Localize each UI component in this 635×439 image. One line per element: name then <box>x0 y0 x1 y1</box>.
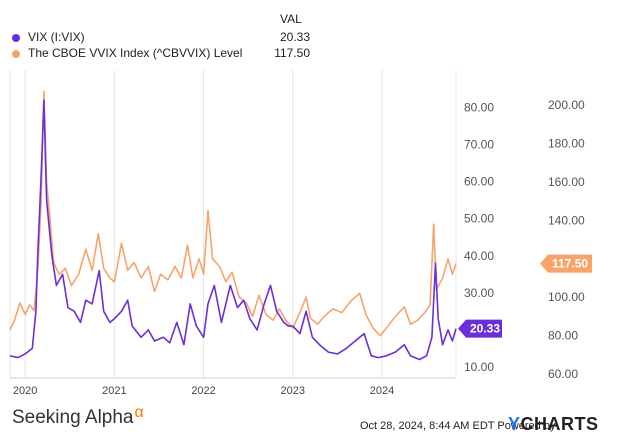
legend: VAL VIX (I:VIX) 20.33 The CBOE VVIX Inde… <box>10 12 310 64</box>
last-value-flag <box>540 254 592 273</box>
ycharts-logo: YCHARTS <box>508 414 599 434</box>
legend-item-vvix[interactable]: The CBOE VVIX Index (^CBVVIX) Level 117.… <box>10 46 310 62</box>
x-tick-label: 2024 <box>370 385 394 397</box>
legend-item-vix[interactable]: VIX (I:VIX) 20.33 <box>10 30 310 46</box>
x-tick-label: 2020 <box>13 385 37 397</box>
legend-item-value: 20.33 <box>279 30 310 44</box>
legend-item-value: 117.50 <box>274 46 310 60</box>
last-value-label: 20.33 <box>470 322 500 336</box>
left-axis-tick-label: 30.00 <box>464 286 494 300</box>
left-axis-tick-label: 50.00 <box>464 212 494 226</box>
last-value-label: 117.50 <box>552 257 588 271</box>
right-axis-tick-label: 160.00 <box>548 175 585 189</box>
right-axis-tick-label: 180.00 <box>548 136 585 150</box>
right-axis-tick-label: 60.00 <box>548 367 578 381</box>
left-axis-tick-label: 40.00 <box>464 249 494 263</box>
series-line-vvix <box>9 90 457 337</box>
vix-dot-icon <box>12 34 20 42</box>
left-axis-tick-label: 70.00 <box>464 138 494 152</box>
legend-item-label: The CBOE VVIX Index (^CBVVIX) Level <box>28 46 243 60</box>
right-axis-tick-label: 140.00 <box>548 213 585 227</box>
legend-header: VAL <box>280 12 302 26</box>
chart: 2020202120222023202410.0020.0030.0040.00… <box>9 70 592 397</box>
vvix-dot-icon <box>12 50 20 58</box>
footer-timestamp: Oct 28, 2024, 8:44 AM EDT Powered by <box>360 420 556 432</box>
alpha-mark: α <box>134 404 144 421</box>
right-axis-tick-label: 80.00 <box>548 329 578 343</box>
left-axis-tick-label: 10.00 <box>464 360 494 374</box>
x-tick-label: 2023 <box>281 385 305 397</box>
left-axis-tick-label: 60.00 <box>464 175 494 189</box>
legend-item-label: VIX (I:VIX) <box>28 30 85 44</box>
right-axis-tick-label: 200.00 <box>548 98 585 112</box>
x-tick-label: 2021 <box>102 385 126 397</box>
left-axis-tick-label: 80.00 <box>464 101 494 115</box>
seeking-alpha-logo: Seeking Alphaα <box>12 404 144 428</box>
right-axis-tick-label: 100.00 <box>548 290 585 304</box>
last-value-flag <box>458 319 502 338</box>
x-tick-label: 2022 <box>191 385 215 397</box>
series-line-vix <box>9 99 457 361</box>
